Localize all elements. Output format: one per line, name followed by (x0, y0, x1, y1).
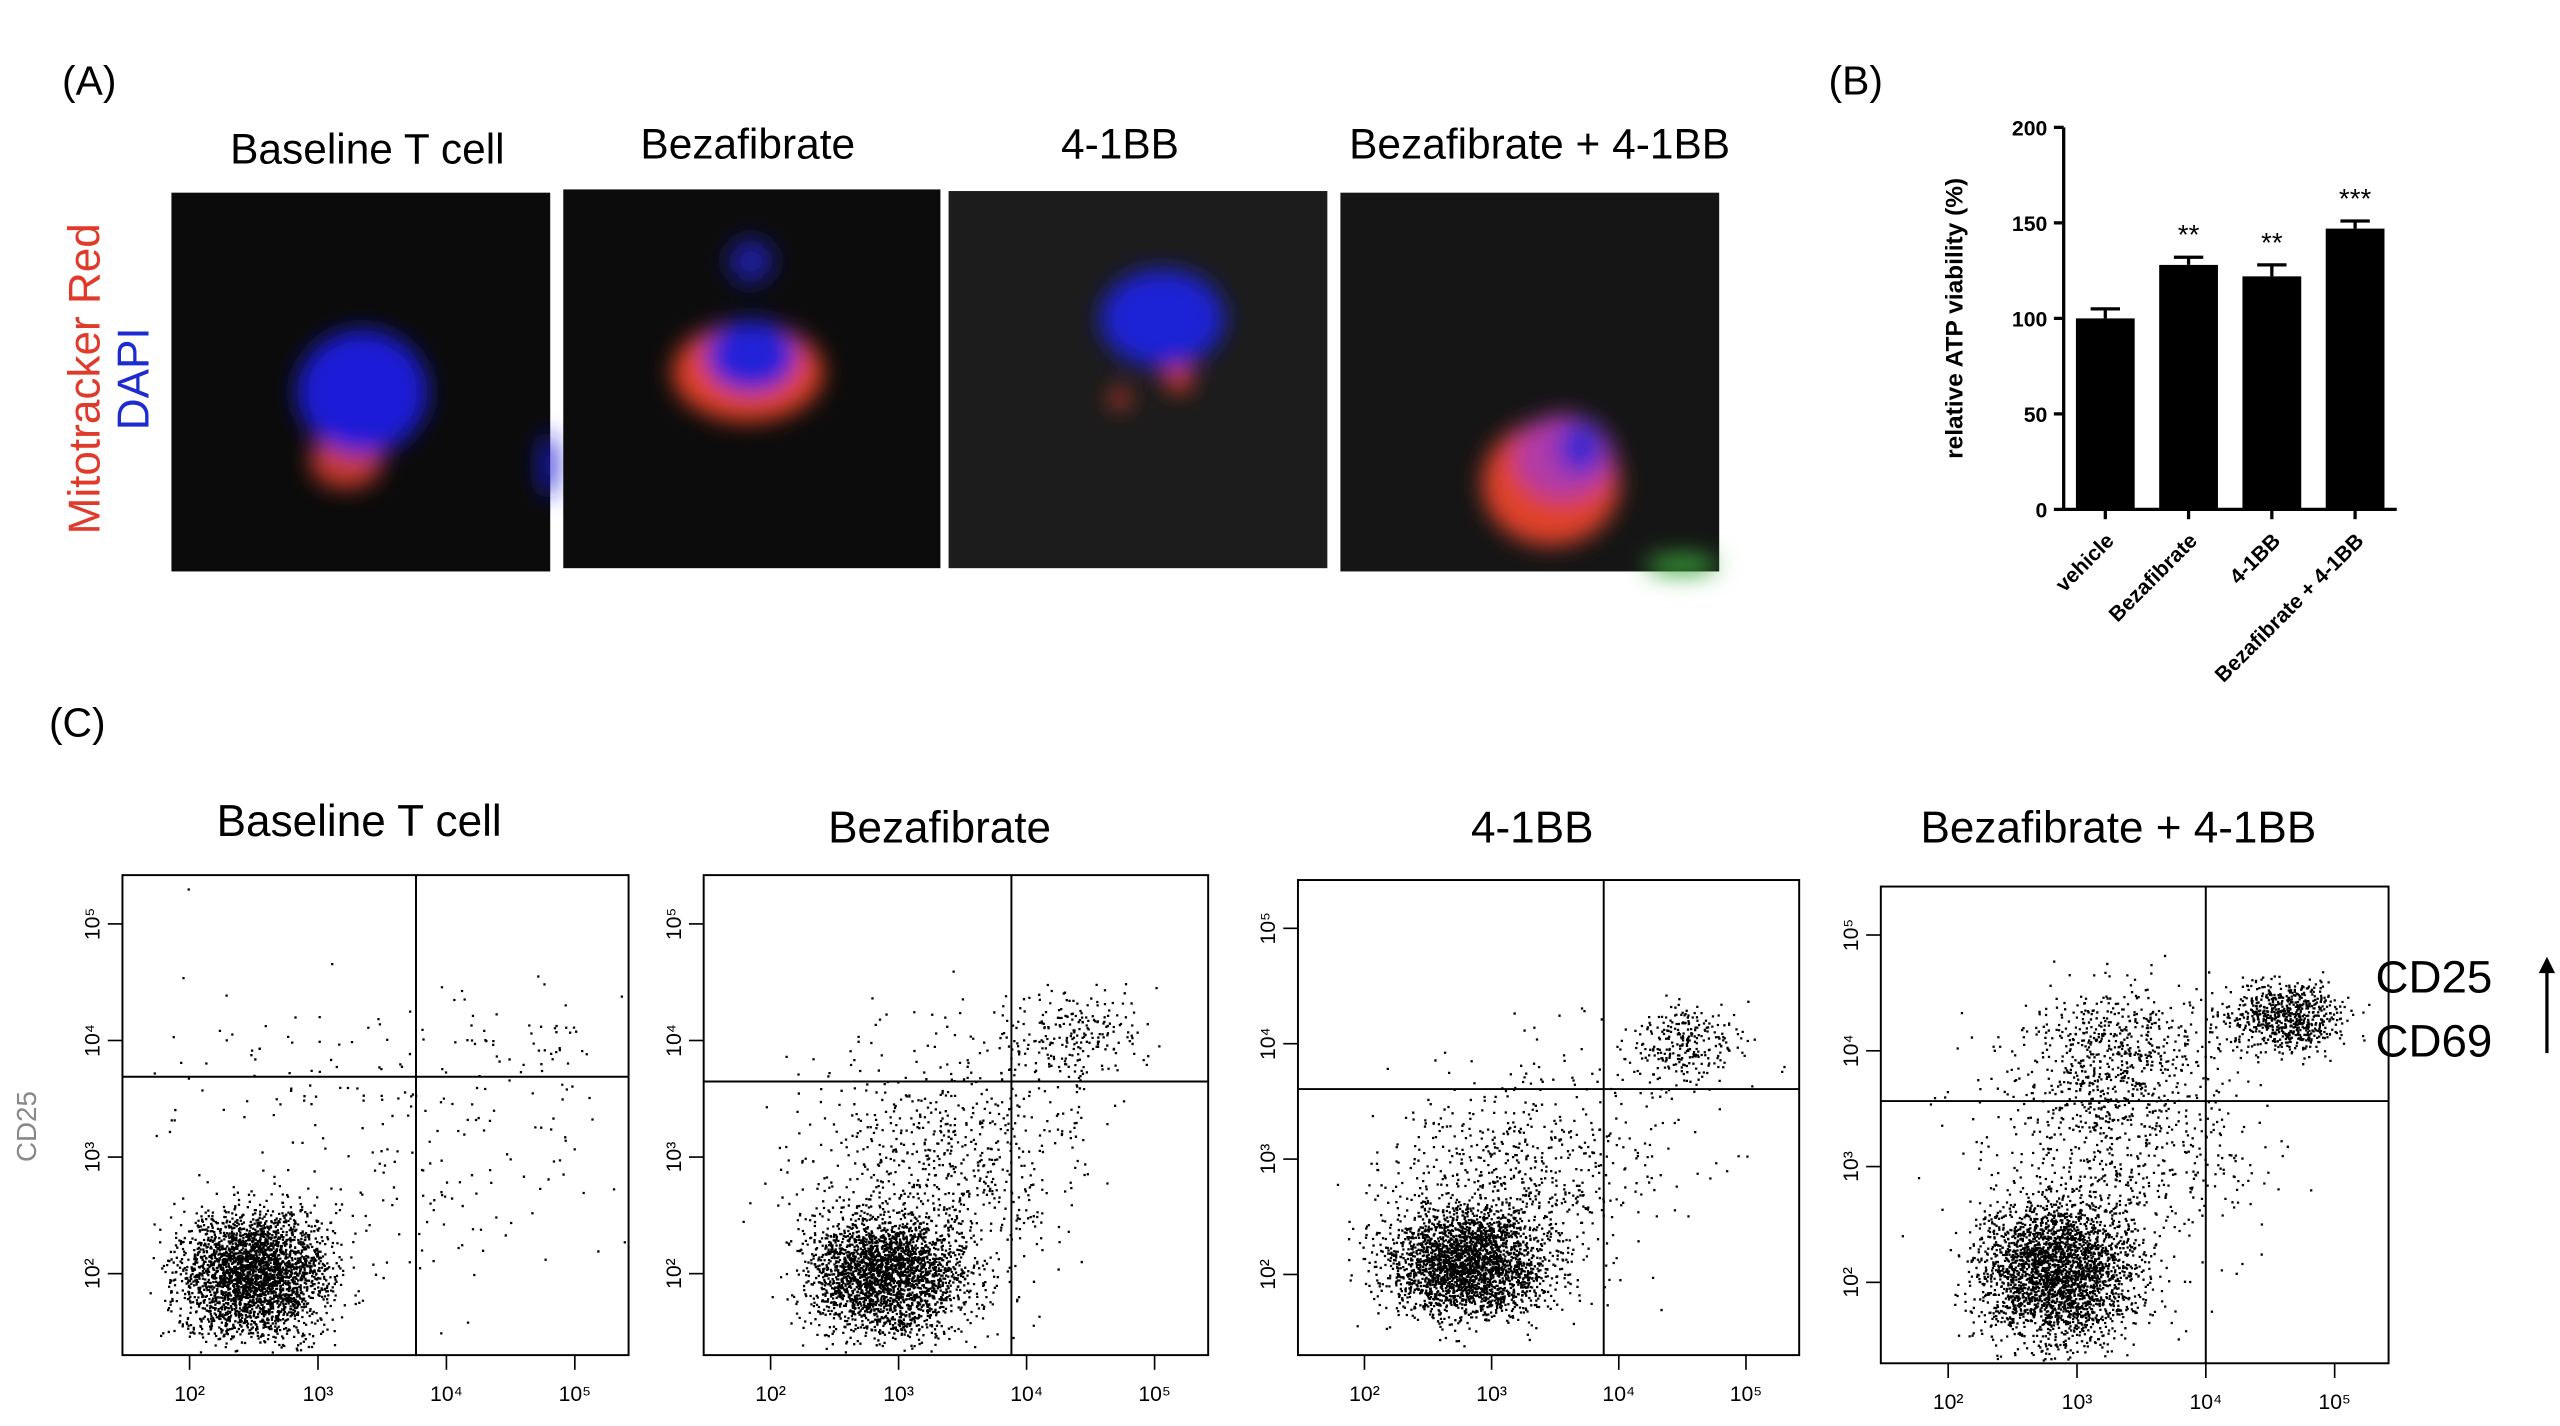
micrograph (1340, 192, 1720, 575)
x-tick-label: 10⁵ (1138, 1383, 1170, 1406)
y-tick-label: 10⁴ (1840, 1034, 1863, 1067)
plot-title: Baseline T cell (217, 797, 502, 846)
x-tick-label: 10² (755, 1383, 786, 1406)
stain-labels: Mitotracker Red DAPI (61, 223, 159, 534)
image-title: 4-1BB (1061, 120, 1179, 167)
y-tick-label: 10⁴ (663, 1024, 686, 1057)
y-tick-label: 10³ (663, 1142, 686, 1173)
error-bar (2090, 307, 2120, 319)
bar (2325, 228, 2385, 510)
plot-frame (702, 874, 1210, 1357)
y-tick-label: 0 (2036, 500, 2048, 523)
marker-label: CD25 (2376, 952, 2493, 1003)
error-bar (2340, 219, 2370, 229)
event-dots (1336, 994, 1786, 1348)
y-tick-label: 10² (82, 1258, 105, 1289)
event-dots (1901, 954, 2371, 1362)
plot-title: Bezafibrate + 4-1BB (1921, 803, 2317, 852)
x-tick-label: 10² (174, 1383, 205, 1406)
bar (2242, 276, 2302, 510)
y-axis-label: CD25 (11, 1091, 42, 1162)
x-tick-label: vehicle (2051, 529, 2118, 596)
y-tick-label: 10⁵ (82, 908, 105, 940)
event-dots (149, 888, 626, 1354)
y-tick-label: 50 (2024, 404, 2048, 427)
x-tick-label: 4-1BB (2226, 529, 2286, 589)
x-tick-label: 10² (1349, 1383, 1380, 1406)
x-tick-label: 10³ (303, 1383, 334, 1406)
x-tick-label: 10³ (1476, 1383, 1507, 1406)
plot-title: 4-1BB (1471, 803, 1594, 852)
image-title: Baseline T cell (230, 125, 504, 172)
y-tick-label: 10⁵ (1840, 919, 1863, 951)
y-tick-label: 200 (2012, 118, 2047, 141)
y-tick-label: 10³ (1840, 1151, 1863, 1182)
marker-label: CD69 (2376, 1015, 2493, 1066)
micrograph (948, 191, 1328, 569)
x-tick-label: 10⁴ (430, 1383, 463, 1406)
plot-frame (1296, 879, 1801, 1357)
x-tick-label: 10³ (883, 1383, 914, 1406)
y-tick-label: 10³ (1257, 1144, 1280, 1175)
x-tick-label: 10⁴ (1010, 1383, 1043, 1406)
y-tick-label: 10² (1840, 1267, 1863, 1298)
x-tick-label: 10⁵ (1730, 1383, 1762, 1406)
y-tick-label: 10³ (82, 1142, 105, 1173)
stain-blue: DAPI (110, 327, 159, 430)
x-tick-label: 10² (1933, 1391, 1964, 1414)
panel-label: (B) (1829, 58, 1883, 104)
x-tick-label: Bezafibrate + 4-1BB (2211, 529, 2369, 687)
event-dots (742, 970, 1161, 1354)
micrograph (171, 192, 557, 572)
error-bar (2173, 255, 2204, 265)
x-tick-label: 10⁵ (559, 1383, 591, 1406)
panel-label: (A) (62, 58, 116, 104)
x-tick-label: 10³ (2062, 1391, 2093, 1414)
y-tick-label: 150 (2012, 213, 2047, 236)
significance-label: ** (2261, 227, 2283, 258)
y-tick-label: 10⁵ (1257, 912, 1280, 944)
y-axis-label: relative ATP viability (%) (1941, 178, 1968, 459)
plot-frame (121, 874, 630, 1357)
y-tick-label: 10⁴ (1257, 1027, 1280, 1060)
plot-frame (1879, 885, 2390, 1365)
stain-red: Mitotracker Red (61, 223, 110, 534)
x-tick-label: Bezafibrate (2105, 529, 2202, 626)
bar (2075, 318, 2135, 510)
y-tick-label: 10² (663, 1258, 686, 1289)
bar (2159, 264, 2218, 510)
significance-label: ** (2178, 219, 2200, 250)
plot-title: Bezafibrate (828, 803, 1051, 852)
image-title: Bezafibrate + 4-1BB (1349, 120, 1730, 167)
y-tick-label: 10² (1257, 1259, 1280, 1290)
panel-label: (C) (49, 699, 106, 745)
image-title: Bezafibrate (640, 120, 855, 167)
x-tick-label: 10⁴ (1602, 1383, 1635, 1406)
x-tick-label: 10⁵ (2318, 1391, 2350, 1414)
micrograph (563, 189, 941, 569)
y-tick-label: 100 (2012, 309, 2047, 332)
y-tick-label: 10⁵ (663, 908, 686, 940)
y-tick-label: 10⁴ (82, 1024, 105, 1057)
x-tick-label: 10⁴ (2189, 1391, 2222, 1414)
up-arrow (2538, 956, 2556, 1054)
significance-label: *** (2339, 183, 2372, 214)
error-bar (2257, 263, 2287, 277)
